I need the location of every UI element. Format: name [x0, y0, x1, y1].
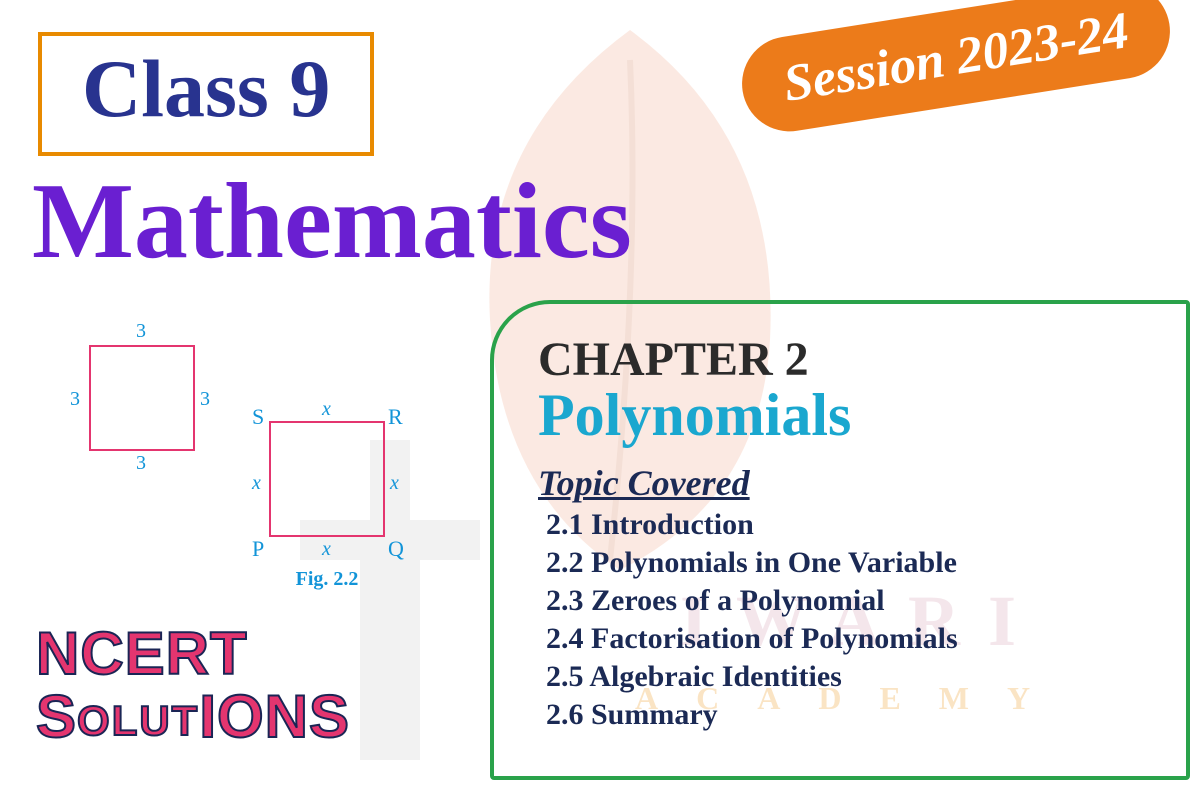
topics-list: 2.1 Introduction 2.2 Polynomials in One V…	[538, 508, 1164, 732]
class-text: Class 9	[82, 43, 330, 134]
side-label-right: 3	[200, 388, 210, 411]
topic-item: 2.5 Algebraic Identities	[546, 660, 1164, 694]
vertex-r: R	[388, 404, 403, 430]
chapter-title: Polynomials	[538, 381, 1164, 450]
square-diagram-x: S R P Q x x x x Fig. 2.2	[232, 396, 422, 606]
topic-item: 2.3 Zeroes of a Polynomial	[546, 584, 1164, 618]
subject-title: Mathematics	[32, 160, 632, 284]
side-label-bottom-x: x	[322, 538, 331, 561]
topics-heading: Topic Covered	[538, 462, 1164, 504]
side-label-top-x: x	[322, 398, 331, 421]
square-diagram-3: 3 3 3 3	[66, 326, 216, 486]
vertex-s: S	[252, 404, 264, 430]
vertex-p: P	[252, 536, 264, 562]
side-label-right-x: x	[390, 472, 399, 495]
figure-caption: Fig. 2.2	[232, 568, 422, 591]
topic-item: 2.6 Summary	[546, 698, 1164, 732]
chapter-label: CHAPTER 2	[538, 332, 1164, 387]
side-label-bottom: 3	[136, 452, 146, 475]
side-label-top: 3	[136, 320, 146, 343]
side-label-left-x: x	[252, 472, 261, 495]
vertex-q: Q	[388, 536, 404, 562]
ncert-solutions-label: NCERT SOLUTIONS	[36, 622, 350, 748]
side-label-left: 3	[70, 388, 80, 411]
topic-item: 2.2 Polynomials in One Variable	[546, 546, 1164, 580]
ncert-line-1: NCERT	[36, 622, 350, 685]
session-text: Session 2023-24	[780, 2, 1133, 113]
class-badge: Class 9	[38, 32, 374, 156]
topic-item: 2.4 Factorisation of Polynomials	[546, 622, 1164, 656]
ncert-line-2: SOLUTIONS	[36, 685, 350, 748]
chapter-panel: CHAPTER 2 Polynomials Topic Covered 2.1 …	[490, 300, 1190, 780]
topic-item: 2.1 Introduction	[546, 508, 1164, 542]
